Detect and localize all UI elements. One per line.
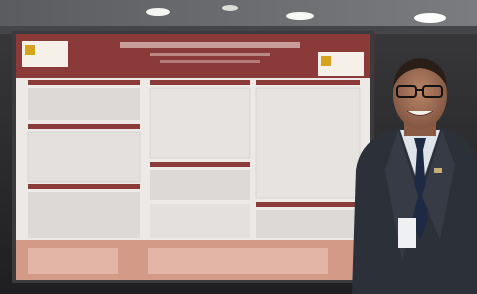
poster-authors-blur (150, 53, 270, 56)
section-header (28, 184, 140, 189)
lapel-pin (434, 168, 442, 173)
section-header (28, 80, 140, 85)
figure-block (150, 88, 250, 158)
section-header (150, 80, 250, 85)
section-header (28, 124, 140, 129)
light (146, 8, 170, 16)
logo-mark (321, 56, 331, 66)
text-block (28, 192, 140, 238)
figure-block (28, 132, 140, 182)
text-block (150, 204, 250, 238)
text-block (150, 170, 250, 200)
poster-affiliation-blur (160, 60, 260, 63)
footer-block (148, 248, 328, 274)
light (286, 12, 314, 20)
section-header (256, 202, 360, 207)
text-block (256, 210, 360, 238)
name-badge (398, 218, 416, 248)
footer-block (28, 248, 118, 274)
section-header (150, 162, 250, 167)
ceiling (0, 0, 477, 26)
text-block (28, 88, 140, 120)
figure-block (256, 88, 360, 198)
page: {} (0, 0, 477, 294)
poster-title-blur (120, 42, 300, 48)
section-header (256, 80, 360, 85)
light (222, 5, 238, 11)
logo-mark (25, 45, 35, 55)
photo (0, 0, 477, 294)
light (414, 13, 446, 23)
